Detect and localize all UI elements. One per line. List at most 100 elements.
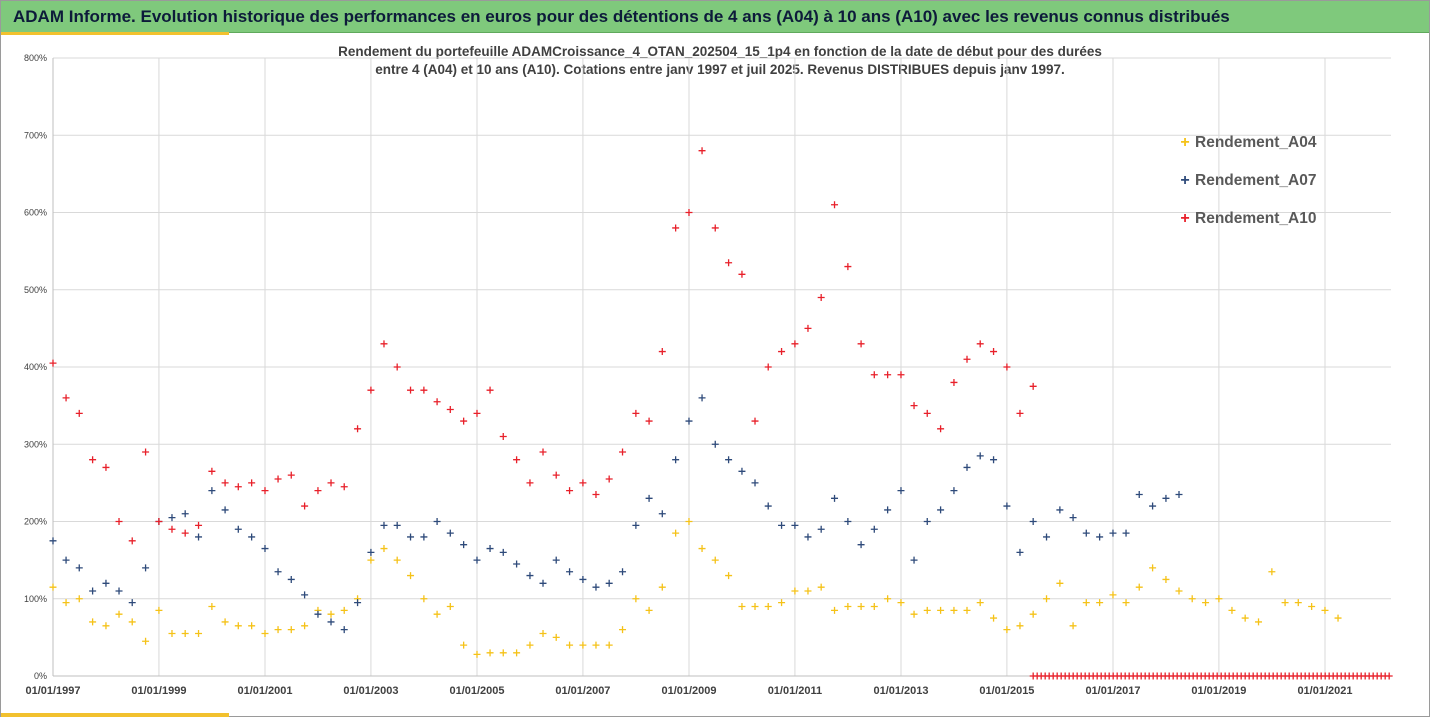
- data-point-a04: [672, 529, 680, 537]
- data-point-a04: [579, 641, 587, 649]
- data-point-a07: [963, 463, 971, 471]
- data-point-a10: [433, 398, 441, 406]
- data-point-a10: [274, 475, 282, 483]
- data-point-a07: [248, 533, 256, 541]
- data-point-a04: [155, 606, 163, 614]
- data-point-a10: [221, 479, 229, 487]
- data-point-a07: [115, 587, 123, 595]
- data-point-a04: [102, 622, 110, 630]
- legend-label-a04: Rendement_A04: [1195, 134, 1317, 151]
- data-point-a10: [539, 448, 547, 456]
- data-point-a04: [963, 606, 971, 614]
- data-point-a04: [380, 545, 388, 553]
- data-point-a10: [658, 348, 666, 356]
- data-point-a10: [261, 487, 269, 495]
- data-point-a10: [870, 371, 878, 379]
- page-title: ADAM Informe. Evolution historique des p…: [13, 7, 1230, 26]
- data-point-a07: [407, 533, 415, 541]
- x-tick-label: 01/01/2017: [1085, 685, 1140, 697]
- title-bar: ADAM Informe. Evolution historique des p…: [1, 1, 1429, 33]
- data-point-a07: [698, 394, 706, 402]
- data-point-a07: [499, 548, 507, 556]
- data-point-a10: [314, 487, 322, 495]
- data-point-a07: [287, 575, 295, 583]
- data-point-a04: [1268, 568, 1276, 576]
- data-point-a04: [473, 650, 481, 658]
- data-point-a10: [195, 521, 203, 529]
- data-point-a10: [605, 475, 613, 483]
- data-point-a04: [367, 556, 375, 564]
- data-point-a10: [791, 340, 799, 348]
- data-point-a10: [738, 270, 746, 278]
- data-point-a04: [1149, 564, 1157, 572]
- data-point-a10: [566, 487, 574, 495]
- data-point-a07: [473, 556, 481, 564]
- data-point-a07: [685, 417, 693, 425]
- data-point-a07: [923, 518, 931, 525]
- data-point-a04: [274, 626, 282, 634]
- data-point-a04: [897, 599, 905, 607]
- x-tick-label: 01/01/2019: [1191, 685, 1246, 697]
- data-point-a07: [221, 506, 229, 514]
- data-point-a04: [778, 599, 786, 607]
- y-tick-label: 300%: [24, 439, 47, 449]
- data-point-a04: [1188, 595, 1196, 603]
- data-point-a07: [658, 510, 666, 518]
- y-tick-label: 200%: [24, 517, 47, 527]
- data-point-a07: [75, 564, 83, 572]
- data-point-a07: [619, 568, 627, 576]
- data-point-a04: [208, 602, 216, 610]
- data-point-a07: [751, 479, 759, 487]
- data-point-a04: [1109, 591, 1117, 599]
- data-point-a10: [248, 479, 256, 487]
- data-point-a10: [181, 529, 189, 537]
- data-point-a10: [963, 355, 971, 363]
- data-point-a07: [592, 583, 600, 591]
- data-point-a07: [1149, 502, 1157, 510]
- x-tick-label: 01/01/2021: [1297, 685, 1352, 697]
- y-tick-label: 400%: [24, 362, 47, 372]
- data-point-a04: [566, 641, 574, 649]
- accent-bar-top: [1, 32, 229, 35]
- data-point-a07: [393, 521, 401, 529]
- data-point-a04: [937, 606, 945, 614]
- data-point-a10: [884, 371, 892, 379]
- data-point-a07: [1135, 490, 1143, 498]
- data-point-a07: [301, 591, 309, 599]
- data-point-a04: [619, 626, 627, 634]
- data-point-a07: [804, 533, 812, 541]
- data-point-a10: [1016, 409, 1024, 417]
- y-tick-label: 800%: [24, 53, 47, 63]
- data-point-a04: [923, 606, 931, 614]
- data-point-a07: [1029, 518, 1037, 525]
- data-point-a10: [526, 479, 534, 487]
- data-point-a07: [831, 494, 839, 502]
- data-point-a04: [89, 618, 97, 626]
- data-point-a07: [1122, 529, 1130, 537]
- data-point-a04: [605, 641, 613, 649]
- data-point-a04: [658, 583, 666, 591]
- data-point-a04: [420, 595, 428, 603]
- data-point-a07: [420, 533, 428, 541]
- data-point-a04: [486, 649, 494, 657]
- data-point-a07: [990, 456, 998, 464]
- data-point-a04: [857, 602, 865, 610]
- data-point-a10: [446, 405, 454, 413]
- x-tick-label: 01/01/2009: [661, 685, 716, 697]
- data-point-a04: [1228, 606, 1236, 614]
- data-point-a04: [1334, 614, 1342, 622]
- data-point-a10: [592, 490, 600, 498]
- data-point-a04: [1096, 599, 1104, 607]
- data-point-a07: [314, 610, 322, 618]
- data-point-a04: [301, 622, 309, 630]
- data-point-a07: [327, 618, 335, 626]
- data-point-a04: [1308, 602, 1316, 610]
- y-tick-label: 700%: [24, 130, 47, 140]
- data-point-a04: [592, 641, 600, 649]
- data-point-a10: [619, 448, 627, 456]
- data-point-a07: [526, 572, 534, 580]
- data-point-a10: [645, 417, 653, 425]
- data-point-a10: [460, 417, 468, 425]
- data-point-a07: [539, 579, 547, 587]
- data-point-a07: [711, 440, 719, 448]
